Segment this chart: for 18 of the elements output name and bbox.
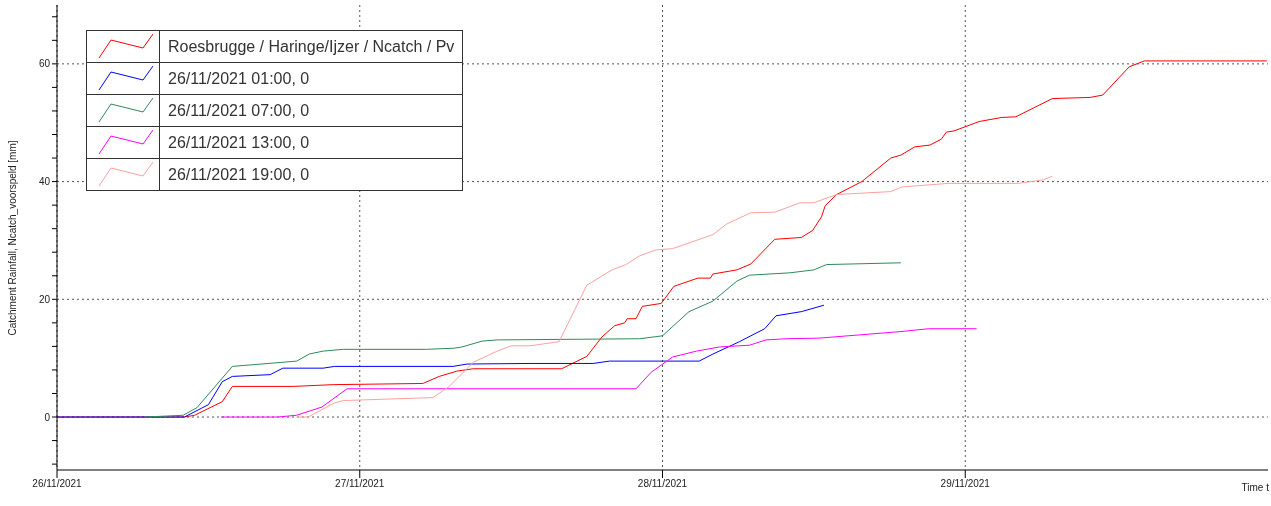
y-tick-label: 20: [38, 293, 51, 305]
line-series: [57, 304, 825, 418]
x-tick-label: 26/11/2021: [32, 478, 83, 490]
line-series: [220, 328, 978, 418]
x-tick-label: 28/11/2021: [637, 478, 688, 490]
legend-label: 26/11/2021 01:00, 0: [159, 62, 463, 95]
legend-label: 26/11/2021 07:00, 0: [159, 94, 463, 127]
x-tick-label: 27/11/2021: [335, 478, 385, 490]
y-tick-label: 40: [38, 176, 51, 188]
line-series: [144, 262, 902, 418]
x-axis-title: Time t: [1241, 482, 1269, 493]
y-tick-label: 0: [44, 411, 51, 423]
x-tick-label: 29/11/2021: [940, 478, 991, 490]
legend-label: Roesbrugge / Haringe/Ijzer / Ncatch / Pv: [159, 30, 463, 63]
legend-label: 26/11/2021 19:00, 0: [159, 158, 463, 191]
y-axis-title: Catchment Rainfall, Ncatch_voorspeld [mm]: [6, 139, 18, 336]
y-tick-label: 60: [38, 58, 51, 70]
legend-label: 26/11/2021 13:00, 0: [159, 126, 463, 159]
